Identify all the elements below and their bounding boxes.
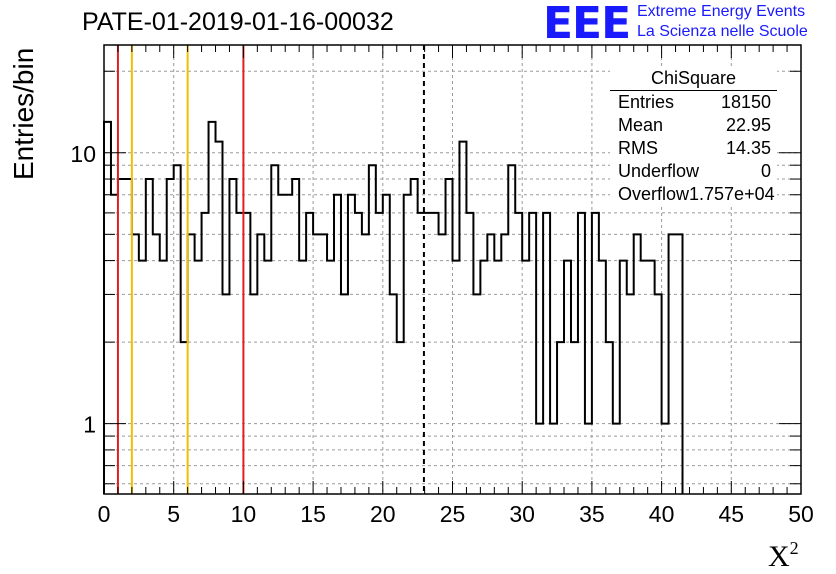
- reference-lines: [116, 45, 425, 494]
- stats-row-entries: Entries 18150: [618, 92, 771, 112]
- stats-row-underflow: Underflow 0: [618, 161, 771, 181]
- y-tick-label: 1: [83, 412, 96, 438]
- x-tick-label: 25: [440, 501, 466, 527]
- x-tick-label: 15: [300, 501, 326, 527]
- x-tick-label: 45: [719, 501, 745, 527]
- logo-line-2: La Scienza nelle Scuole: [637, 23, 808, 40]
- histogram-line: [103, 120, 684, 494]
- x-tick-label: 0: [98, 501, 111, 527]
- x-tick-label: 5: [167, 501, 180, 527]
- stats-row-mean: Mean 22.95: [618, 115, 771, 135]
- x-tick-label: 20: [370, 501, 396, 527]
- x-tick-label: 50: [788, 501, 814, 527]
- axes: 0 5 10 15 20 25 30 35 40 45 50 1 10: [70, 44, 814, 527]
- y-axis-label: Entries/bin: [8, 47, 39, 180]
- grid: [104, 45, 801, 494]
- stats-box: ChiSquare Entries 18150 Mean 22.95 RMS 14.3…: [610, 66, 777, 206]
- stats-title: ChiSquare: [610, 66, 777, 91]
- stats-row-rms: RMS 14.35: [618, 138, 771, 158]
- logo-line-1: Extreme Energy Events: [637, 3, 806, 20]
- x-tick-label: 10: [231, 501, 257, 527]
- histogram-bars: [103, 120, 684, 494]
- x-tick-label: 30: [509, 501, 535, 527]
- x-tick-label: 35: [579, 501, 605, 527]
- y-tick-label: 10: [70, 141, 96, 167]
- x-tick-label: 40: [649, 501, 675, 527]
- stats-row-overflow: Overflow 1.757e+04: [618, 184, 775, 204]
- eee-logo: EEE: [543, 0, 631, 49]
- chart-title: PATE-01-2019-01-16-00032: [82, 8, 394, 36]
- x-axis-label: X2: [768, 538, 799, 573]
